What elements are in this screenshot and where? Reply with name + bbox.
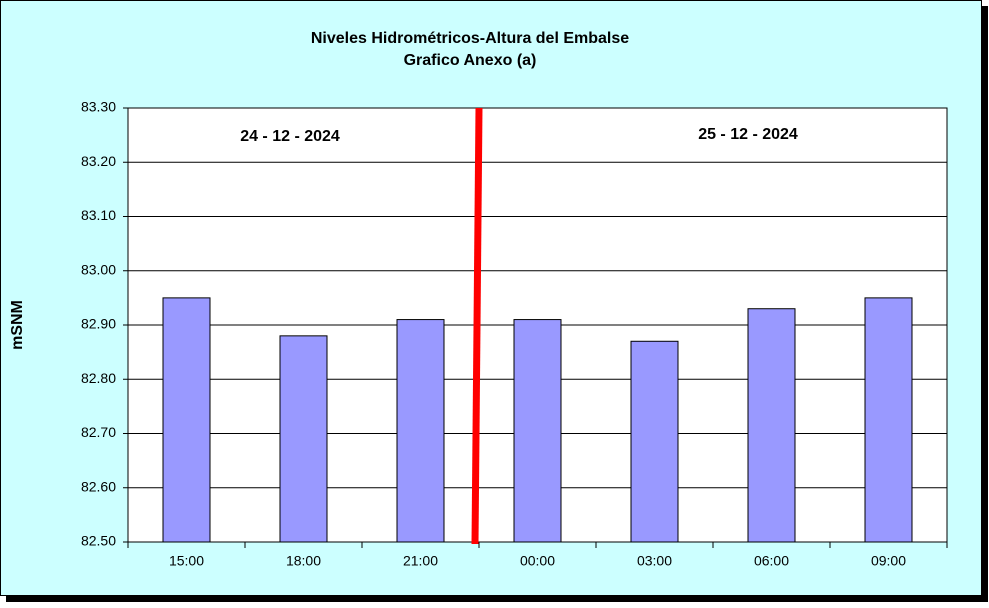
bar [630,340,679,543]
x-tick-label: 21:00 [403,553,438,569]
date-divider [471,107,483,545]
y-tick-label: 83.00 [81,261,116,277]
x-tick-label: 09:00 [871,553,906,569]
bar [747,308,796,543]
bar [513,319,562,543]
bar [864,297,913,543]
bar [396,319,445,543]
x-tick-label: 00:00 [520,553,555,569]
y-tick-label: 83.20 [81,153,116,169]
x-tick-label: 15:00 [169,553,204,569]
annotation: 25 - 12 - 2024 [698,126,798,143]
y-tick-label: 82.90 [81,316,116,332]
marks: 82.50 82.60 82.70 82.80 82.90 83.00 83.10 83.20… [81,99,948,569]
y-tick-label: 83.30 [81,99,116,115]
y-tick-label: 82.70 [81,424,116,440]
y-tick-label: 83.10 [81,207,116,223]
y-tick-label: 82.50 [81,533,116,549]
bar [162,297,211,543]
x-tick-label: 18:00 [286,553,321,569]
chart-subtitle: Grafico Anexo (a) [404,52,537,69]
y-tick-label: 82.80 [81,370,116,386]
y-axis-title: mSNM [9,300,26,350]
chart-title: Niveles Hidrométricos-Altura del Embalse [311,30,629,47]
y-tick-label: 82.60 [81,478,116,494]
x-tick-label: 03:00 [637,553,672,569]
x-tick-label: 06:00 [754,553,789,569]
annotation: 24 - 12 - 2024 [240,128,340,145]
bar [279,335,328,543]
